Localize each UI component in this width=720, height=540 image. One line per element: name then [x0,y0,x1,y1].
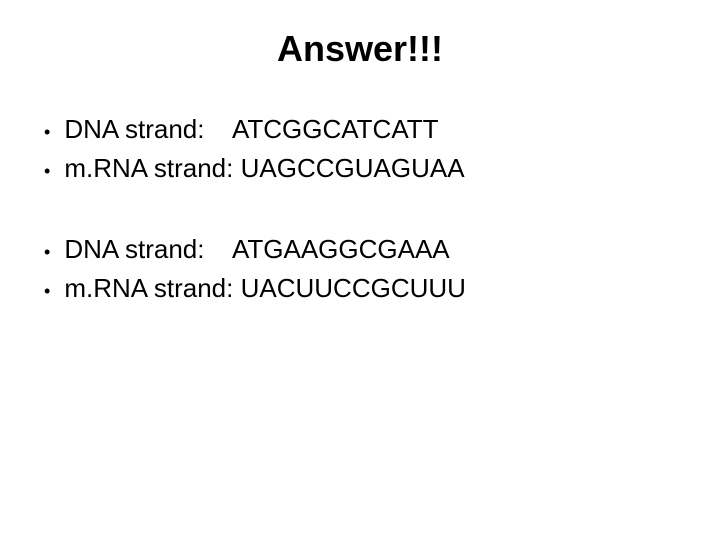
slide-title: Answer!!! [40,28,680,70]
bullet-text: DNA strand: ATGAAGGCGAAA [64,230,449,269]
spacer [233,273,240,303]
bullet-marker-icon: • [44,278,50,305]
label: m.RNA strand: [64,273,233,303]
bullet-marker-icon: • [44,239,50,266]
bullet-group-2: • DNA strand: ATGAAGGCGAAA • m.RNA stran… [40,230,680,308]
value: UAGCCGUAGUAA [241,153,465,183]
value: UACUUCCGCUUU [241,273,466,303]
label: DNA strand: [64,114,204,144]
bullet-marker-icon: • [44,158,50,185]
slide-container: Answer!!! • DNA strand: ATCGGCATCATT • m… [0,0,720,540]
bullet-item: • DNA strand: ATGAAGGCGAAA [44,230,680,269]
bullet-item: • m.RNA strand: UACUUCCGCUUU [44,269,680,308]
bullet-text: m.RNA strand: UAGCCGUAGUAA [64,149,464,188]
spacer [204,234,231,264]
bullet-group-1: • DNA strand: ATCGGCATCATT • m.RNA stran… [40,110,680,188]
bullet-text: DNA strand: ATCGGCATCATT [64,110,438,149]
bullet-marker-icon: • [44,119,50,146]
label: m.RNA strand: [64,153,233,183]
bullet-text: m.RNA strand: UACUUCCGCUUU [64,269,466,308]
value: ATCGGCATCATT [232,114,439,144]
bullet-item: • m.RNA strand: UAGCCGUAGUAA [44,149,680,188]
value: ATGAAGGCGAAA [232,234,450,264]
label: DNA strand: [64,234,204,264]
bullet-item: • DNA strand: ATCGGCATCATT [44,110,680,149]
spacer [204,114,231,144]
spacer [233,153,240,183]
